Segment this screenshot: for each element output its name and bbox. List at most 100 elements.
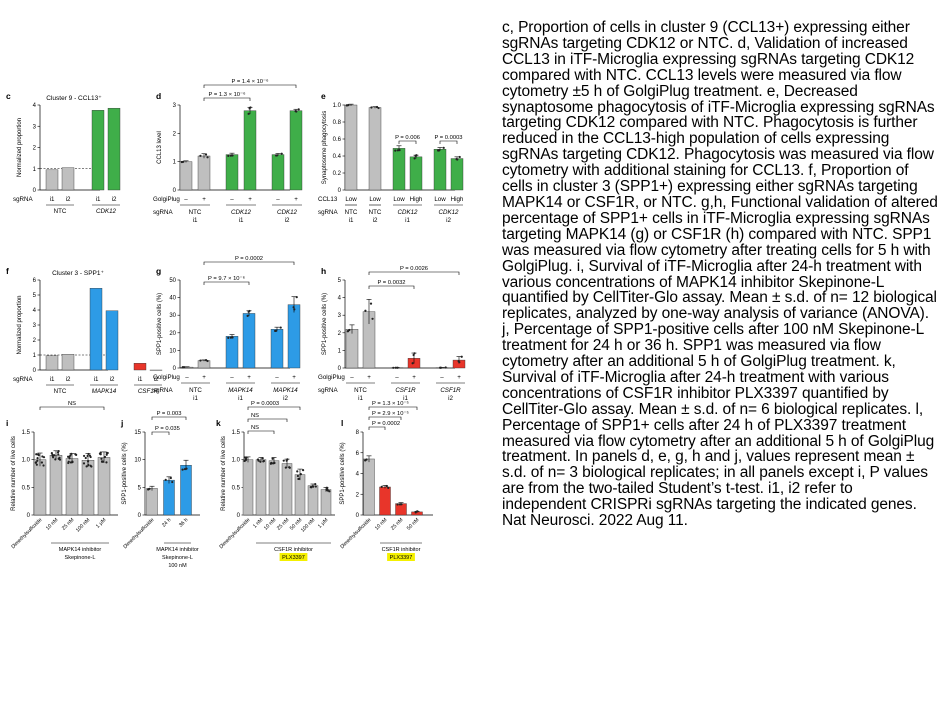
significance-bracket (203, 281, 250, 285)
data-point (181, 468, 184, 471)
data-point (246, 314, 249, 317)
category-label: – (230, 374, 234, 381)
data-point (414, 511, 417, 514)
category-label: Low (369, 196, 381, 203)
data-point (398, 503, 402, 506)
data-point (297, 477, 300, 481)
category-label: i1 (96, 196, 101, 203)
group-sublabel: i1 (193, 217, 198, 224)
bar-d-2 (225, 154, 239, 191)
bar-g-2 (225, 336, 239, 369)
y-tick-label: 1 (33, 353, 37, 359)
bar-d-4 (271, 154, 285, 191)
category-label: 24 h (161, 517, 172, 528)
data-point (248, 107, 251, 110)
category-label: 25 nM (61, 517, 75, 531)
data-point (84, 456, 87, 460)
data-point (105, 453, 108, 456)
data-point (288, 466, 291, 469)
data-point (369, 302, 373, 305)
panel-f-chart: f Cluster 3 - SPP1⁺ 0 1 2 3 4 5 6 Normalized prop… (6, 266, 163, 395)
group-label: MAPK14 (92, 388, 117, 395)
data-point (227, 336, 230, 339)
panel-g-ylabel: SPP1-positive cells (%) (157, 293, 163, 355)
category-label: – (276, 196, 280, 203)
category-label: Dimethylsulfoxide (122, 517, 155, 550)
data-point (229, 336, 232, 339)
data-point (326, 488, 329, 491)
data-point (58, 458, 62, 461)
data-point (396, 503, 399, 506)
data-point (456, 158, 459, 161)
data-point (89, 464, 92, 467)
category-label: Low (393, 196, 405, 203)
data-point (87, 463, 90, 467)
data-point (370, 106, 373, 109)
category-label: + (248, 196, 252, 203)
data-point (345, 104, 349, 107)
data-point (243, 459, 246, 462)
y-tick-label: 0 (173, 366, 177, 372)
category-label: i1 (50, 196, 55, 203)
data-point (231, 336, 234, 339)
category-label: i2 (112, 196, 117, 203)
group-sublabel: i2 (283, 395, 288, 402)
y-tick-label: 40 (169, 296, 176, 302)
bar-k-3 (281, 463, 293, 516)
y-tick-label: 0 (338, 188, 342, 194)
category-label: 1 μM (95, 517, 107, 529)
category-label: + (294, 196, 298, 203)
group-label: NTC (54, 208, 67, 215)
data-point (37, 453, 40, 457)
data-point (296, 474, 299, 478)
data-point (247, 112, 250, 115)
row1-label: GolgiPlug (318, 374, 345, 381)
y-tick-label: 0.2 (333, 171, 342, 177)
drug-dose: 100 nM (168, 563, 187, 569)
data-point (54, 458, 57, 461)
data-point (436, 149, 440, 152)
category-label: – (185, 374, 189, 381)
category-label: 25 nM (276, 517, 290, 531)
data-point (387, 486, 390, 489)
panel-c-ylabel: Normalized proportion (17, 118, 23, 177)
bar-f-4 (133, 363, 147, 371)
significance-bracket (368, 285, 415, 289)
panel-l-chart: l 0 2 4 6 8 SPP1-positive cells (%) Dimethylsul… (339, 400, 433, 561)
category-label: 25 nM (390, 517, 404, 531)
data-point (243, 456, 246, 459)
p-value-label: P = 2.9 × 10⁻⁵ (372, 410, 410, 417)
category-label: i1 (50, 376, 55, 383)
category-label: Dimethylsulfoxide (10, 517, 43, 550)
data-point (273, 461, 276, 464)
y-tick-label: 0.8 (333, 120, 342, 126)
data-point (247, 310, 250, 313)
category-label: i2 (110, 376, 115, 383)
data-point (227, 154, 230, 157)
data-point (312, 485, 315, 488)
category-label: i1 (94, 376, 99, 383)
group-sublabel: i1 (405, 217, 410, 224)
data-point (371, 317, 374, 320)
data-point (68, 457, 71, 460)
significance-bracket (368, 426, 386, 430)
data-point (442, 146, 445, 149)
category-label: Low (434, 196, 446, 203)
category-label: + (367, 374, 371, 381)
data-point (34, 461, 38, 464)
data-point (413, 157, 416, 160)
bracket-label: MAPK14 inhibitor (59, 547, 102, 553)
panel-l-ylabel: SPP1-positive cells (%) (340, 442, 346, 504)
data-point (36, 459, 39, 462)
significance-bracket (368, 416, 402, 420)
data-point (67, 460, 70, 463)
data-point (271, 457, 274, 460)
row1-label: sgRNA (13, 196, 33, 203)
data-point (70, 452, 73, 455)
data-point (100, 457, 103, 460)
drug-highlight (387, 553, 415, 561)
bar-k-0 (242, 459, 254, 516)
data-point (244, 457, 248, 461)
data-point (392, 366, 395, 369)
category-label: – (230, 196, 234, 203)
